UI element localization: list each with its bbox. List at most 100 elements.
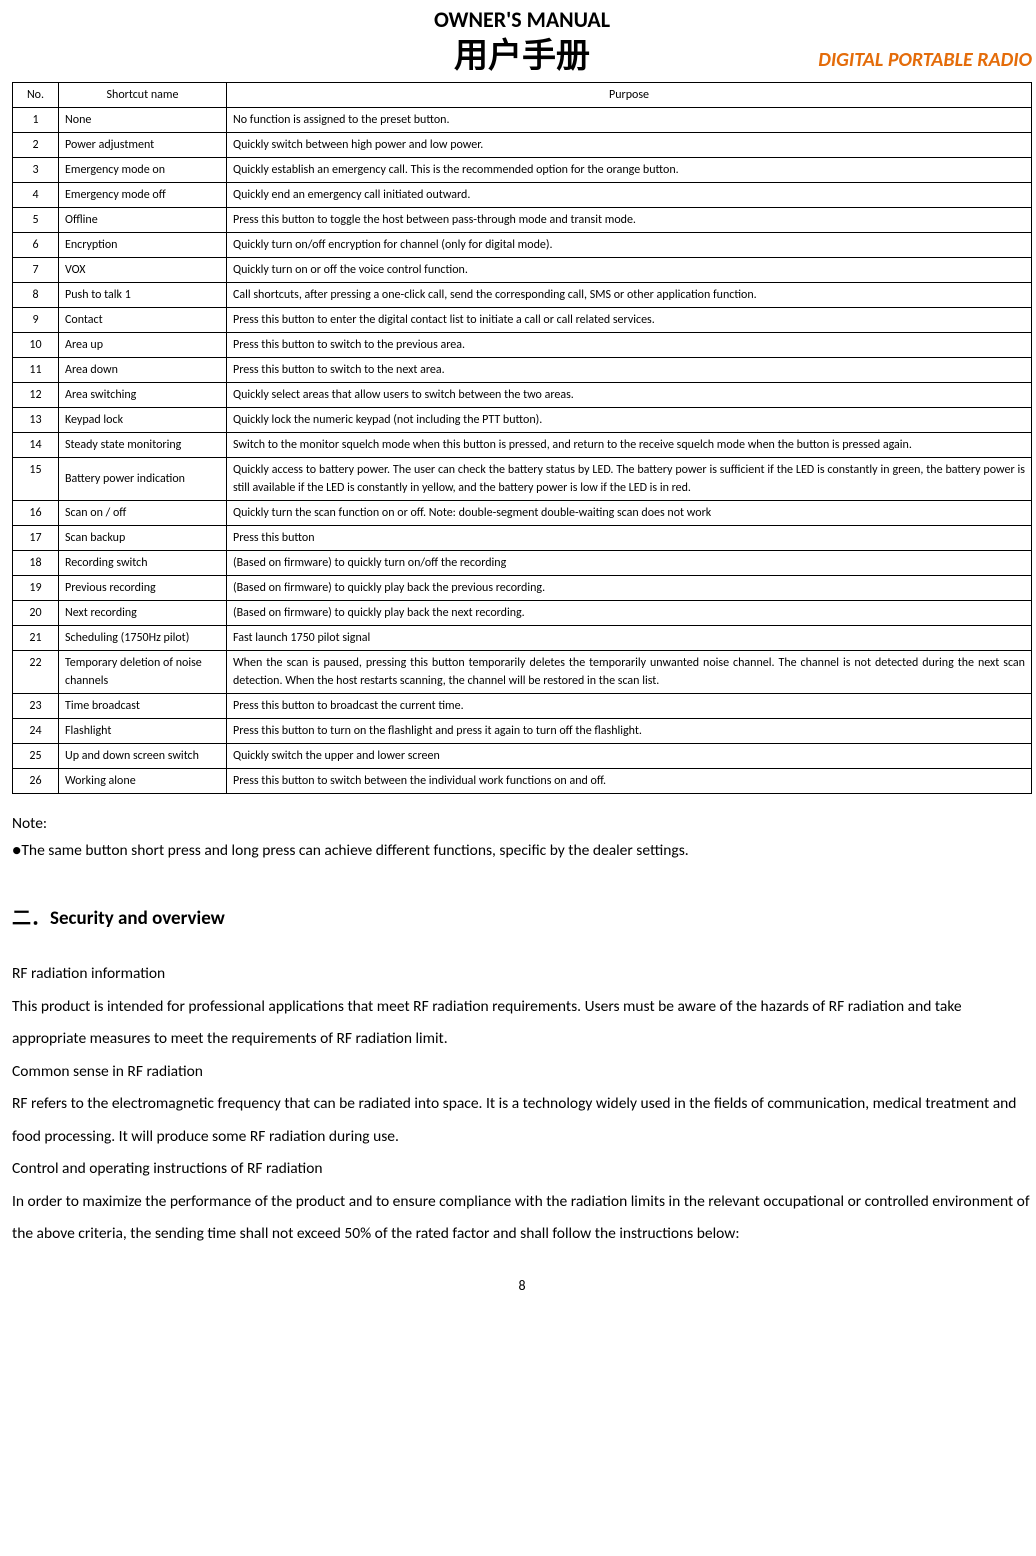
table-row: 5OfflinePress this button to toggle the …: [13, 207, 1032, 232]
table-row: 6EncryptionQuickly turn on/off encryptio…: [13, 232, 1032, 257]
cell-no: 25: [13, 743, 59, 768]
cell-no: 7: [13, 257, 59, 282]
cell-name: Emergency mode off: [59, 182, 227, 207]
cell-name: Scheduling (1750Hz pilot): [59, 625, 227, 650]
cell-name: Offline: [59, 207, 227, 232]
table-row: 19Previous recording(Based on firmware) …: [13, 575, 1032, 600]
cell-no: 15: [13, 457, 59, 500]
cell-purpose: Quickly turn the scan function on or off…: [227, 500, 1032, 525]
section-prefix: 二．: [12, 908, 50, 929]
page-number: 8: [12, 1275, 1032, 1297]
cell-name: VOX: [59, 257, 227, 282]
cell-no: 12: [13, 382, 59, 407]
cell-no: 4: [13, 182, 59, 207]
cell-purpose: Quickly switch between high power and lo…: [227, 132, 1032, 157]
cell-no: 9: [13, 307, 59, 332]
page-header: OWNER'S MANUAL 用户手册 DIGITAL PORTABLE RAD…: [12, 0, 1032, 78]
cell-name: Contact: [59, 307, 227, 332]
cell-name: Steady state monitoring: [59, 432, 227, 457]
cell-name: Working alone: [59, 768, 227, 793]
col-name: Shortcut name: [59, 82, 227, 107]
brand-label: DIGITAL PORTABLE RADIO: [818, 44, 1032, 76]
cell-no: 10: [13, 332, 59, 357]
cell-no: 19: [13, 575, 59, 600]
cell-no: 22: [13, 650, 59, 693]
cell-purpose: (Based on firmware) to quickly play back…: [227, 575, 1032, 600]
cell-no: 13: [13, 407, 59, 432]
cell-name: Encryption: [59, 232, 227, 257]
table-row: 25Up and down screen switchQuickly switc…: [13, 743, 1032, 768]
cell-name: Up and down screen switch: [59, 743, 227, 768]
table-row: 8Push to talk 1Call shortcuts, after pre…: [13, 282, 1032, 307]
section-heading: 二．Security and overview: [12, 904, 1032, 934]
cell-name: Temporary deletion of noise channels: [59, 650, 227, 693]
body-p6: In order to maximize the performance of …: [12, 1186, 1032, 1251]
cell-name: Emergency mode on: [59, 157, 227, 182]
table-row: 15Battery power indicationQuickly access…: [13, 457, 1032, 500]
cell-no: 8: [13, 282, 59, 307]
cell-purpose: Press this button to switch to the next …: [227, 357, 1032, 382]
cell-purpose: (Based on firmware) to quickly turn on/o…: [227, 550, 1032, 575]
table-header-row: No. Shortcut name Purpose: [13, 82, 1032, 107]
cell-purpose: Fast launch 1750 pilot signal: [227, 625, 1032, 650]
cell-no: 6: [13, 232, 59, 257]
table-row: 21Scheduling (1750Hz pilot)Fast launch 1…: [13, 625, 1032, 650]
note-text-1: The same button short press and long pre…: [21, 841, 688, 860]
table-row: 9ContactPress this button to enter the d…: [13, 307, 1032, 332]
cell-name: Previous recording: [59, 575, 227, 600]
body-p4: RF refers to the electromagnetic frequen…: [12, 1088, 1032, 1153]
body-p1: RF radiation information: [12, 958, 1032, 991]
table-row: 7VOXQuickly turn on or off the voice con…: [13, 257, 1032, 282]
cell-purpose: Quickly turn on or off the voice control…: [227, 257, 1032, 282]
cell-name: Area down: [59, 357, 227, 382]
cell-no: 11: [13, 357, 59, 382]
cell-purpose: Press this button to switch to the previ…: [227, 332, 1032, 357]
cell-no: 26: [13, 768, 59, 793]
note-line-1: ●The same button short press and long pr…: [12, 839, 1032, 864]
cell-purpose: Quickly turn on/off encryption for chann…: [227, 232, 1032, 257]
table-row: 22Temporary deletion of noise channelsWh…: [13, 650, 1032, 693]
cell-no: 14: [13, 432, 59, 457]
note-heading: Note:: [12, 812, 1032, 837]
col-purpose: Purpose: [227, 82, 1032, 107]
cell-name: None: [59, 107, 227, 132]
cell-purpose: Press this button to turn on the flashli…: [227, 718, 1032, 743]
cell-purpose: No function is assigned to the preset bu…: [227, 107, 1032, 132]
cell-no: 17: [13, 525, 59, 550]
cell-purpose: Quickly end an emergency call initiated …: [227, 182, 1032, 207]
col-no: No.: [13, 82, 59, 107]
cell-purpose: Quickly lock the numeric keypad (not inc…: [227, 407, 1032, 432]
cell-name: Power adjustment: [59, 132, 227, 157]
table-row: 18Recording switch(Based on firmware) to…: [13, 550, 1032, 575]
cell-name: Scan backup: [59, 525, 227, 550]
cell-name: Scan on / off: [59, 500, 227, 525]
cell-purpose: (Based on firmware) to quickly play back…: [227, 600, 1032, 625]
cell-purpose: Quickly select areas that allow users to…: [227, 382, 1032, 407]
cell-purpose: Press this button to broadcast the curre…: [227, 693, 1032, 718]
cell-name: Next recording: [59, 600, 227, 625]
table-row: 23Time broadcastPress this button to bro…: [13, 693, 1032, 718]
cell-no: 16: [13, 500, 59, 525]
body-p2: This product is intended for professiona…: [12, 991, 1032, 1056]
table-row: 14Steady state monitoringSwitch to the m…: [13, 432, 1032, 457]
cell-no: 2: [13, 132, 59, 157]
body-p3: Common sense in RF radiation: [12, 1056, 1032, 1089]
cell-name: Time broadcast: [59, 693, 227, 718]
cell-purpose: Quickly switch the upper and lower scree…: [227, 743, 1032, 768]
cell-name: Push to talk 1: [59, 282, 227, 307]
cell-name: Recording switch: [59, 550, 227, 575]
cell-purpose: Press this button: [227, 525, 1032, 550]
table-row: 10Area upPress this button to switch to …: [13, 332, 1032, 357]
title-english: OWNER'S MANUAL: [12, 2, 1032, 37]
bullet-icon: ●: [12, 841, 21, 860]
table-row: 2Power adjustmentQuickly switch between …: [13, 132, 1032, 157]
cell-purpose: Press this button to switch between the …: [227, 768, 1032, 793]
cell-no: 21: [13, 625, 59, 650]
cell-purpose: Quickly establish an emergency call. Thi…: [227, 157, 1032, 182]
cell-no: 20: [13, 600, 59, 625]
table-row: 24FlashlightPress this button to turn on…: [13, 718, 1032, 743]
table-row: 16Scan on / offQuickly turn the scan fun…: [13, 500, 1032, 525]
table-row: 20Next recording(Based on firmware) to q…: [13, 600, 1032, 625]
cell-purpose: When the scan is paused, pressing this b…: [227, 650, 1032, 693]
cell-name: Flashlight: [59, 718, 227, 743]
